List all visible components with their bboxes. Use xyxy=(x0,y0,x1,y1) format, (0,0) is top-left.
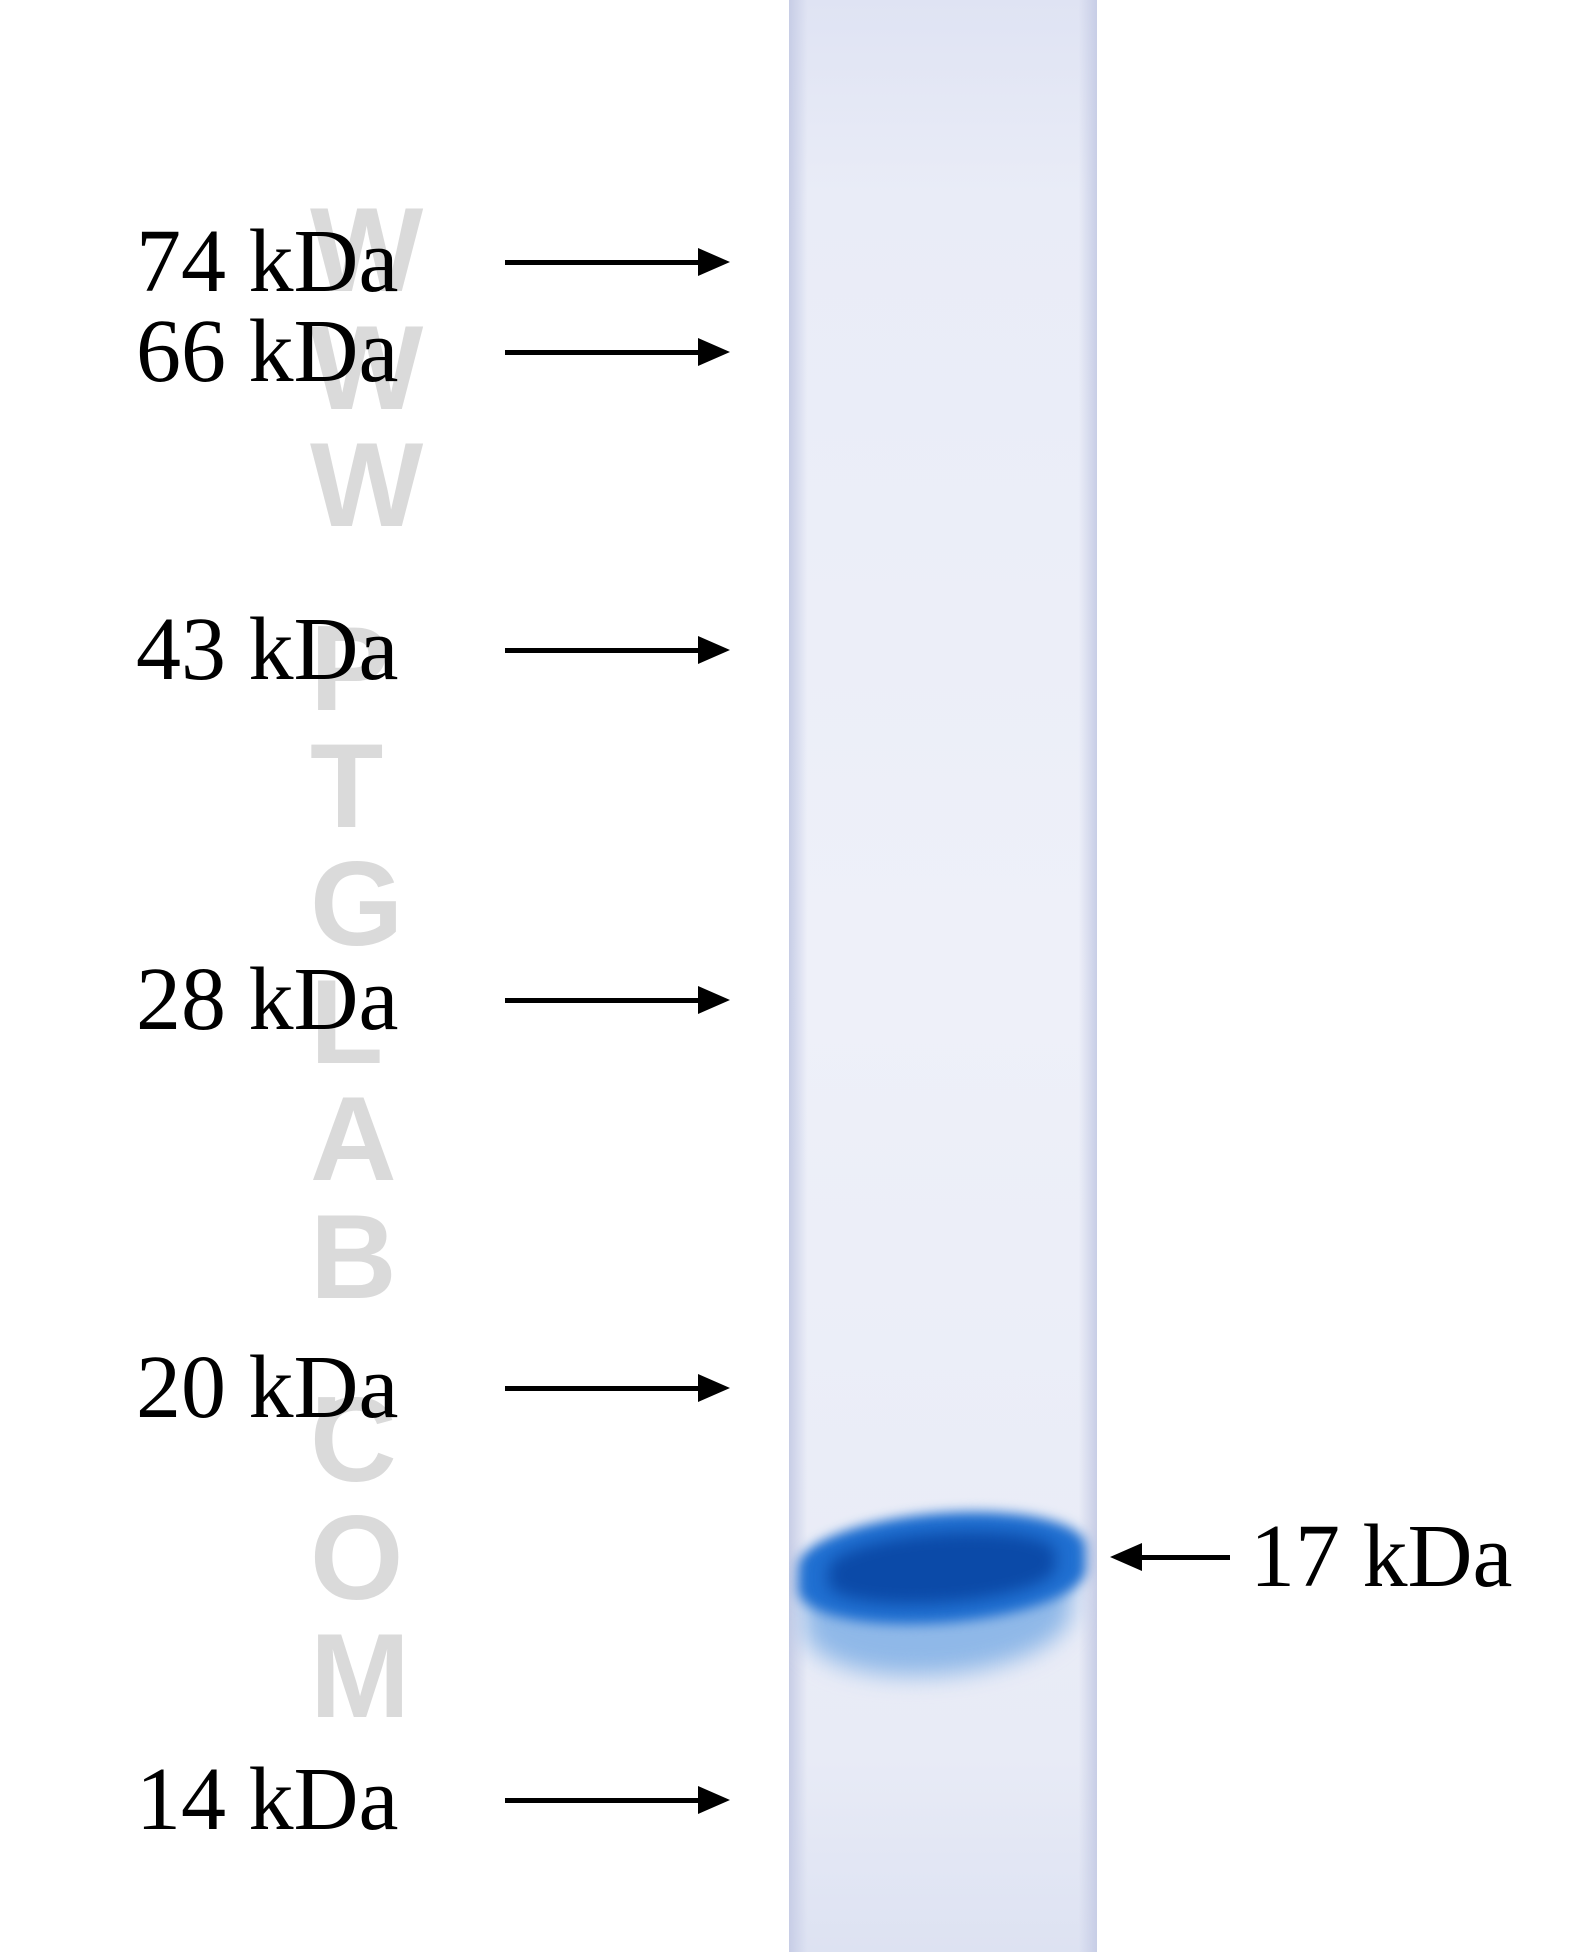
watermark-char-12: O xyxy=(310,1498,425,1616)
watermark-char-5: T xyxy=(310,726,425,844)
watermark-char-2: W xyxy=(310,425,425,543)
watermark-char-9: B xyxy=(310,1197,425,1315)
marker-label-left-0: 74 kDa xyxy=(136,210,398,313)
gel-lane xyxy=(789,0,1097,1952)
marker-label-left-5: 14 kDa xyxy=(136,1748,398,1851)
gel-image-canvas: WWW.PTGLAB.COM 74 kDa66 kDa43 kDa28 kDa2… xyxy=(0,0,1585,1952)
watermark-char-6: G xyxy=(310,844,425,962)
marker-label-left-1: 66 kDa xyxy=(136,300,398,403)
marker-label-left-3: 28 kDa xyxy=(136,948,398,1051)
watermark-char-13: M xyxy=(310,1616,425,1734)
marker-label-left-4: 20 kDa xyxy=(136,1336,398,1439)
watermark-char-8: A xyxy=(310,1079,425,1197)
marker-label-left-2: 43 kDa xyxy=(136,598,398,701)
marker-label-right: 17 kDa xyxy=(1250,1505,1512,1608)
